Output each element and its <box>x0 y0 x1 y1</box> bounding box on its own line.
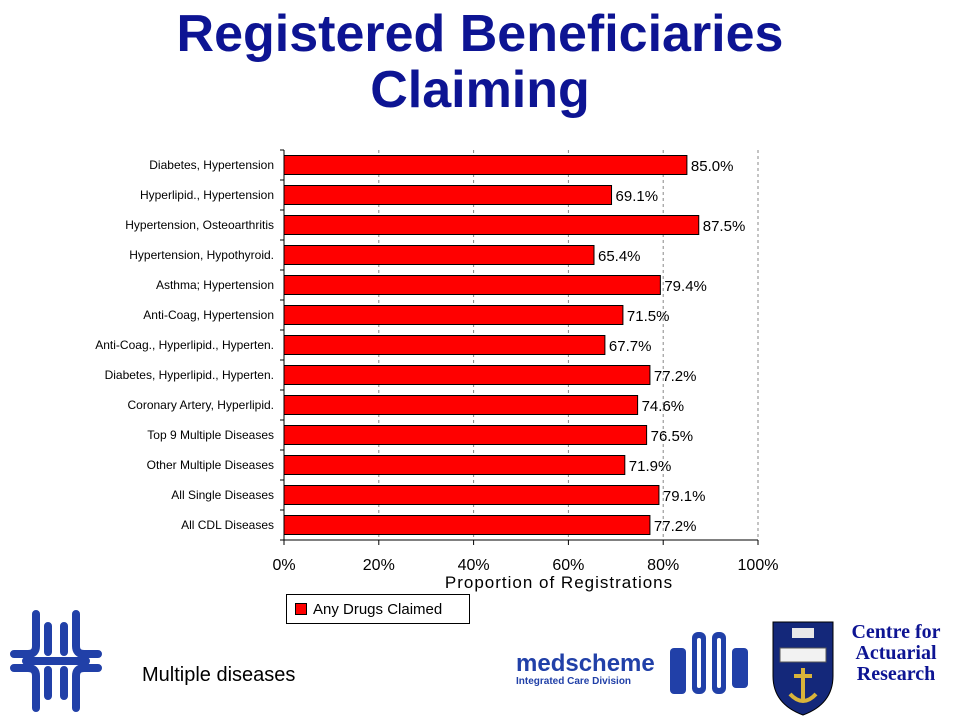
category-label: Hyperlipid., Hypertension <box>140 188 274 202</box>
data-label: 65.4% <box>598 248 641 265</box>
bar <box>283 395 639 415</box>
legend-swatch <box>295 603 307 615</box>
x-tick-label: 60% <box>552 557 584 574</box>
medscheme-logo-icon <box>670 632 748 694</box>
bar <box>283 335 606 355</box>
bar <box>283 485 660 505</box>
bar <box>283 245 595 265</box>
title-line-1: Registered Beneficiaries <box>176 5 784 63</box>
x-tick-label: 20% <box>363 557 395 574</box>
bar <box>283 155 688 175</box>
data-label: 71.9% <box>629 458 672 475</box>
university-crest-icon <box>772 621 834 716</box>
data-label: 77.2% <box>654 518 697 535</box>
category-label: Top 9 Multiple Diseases <box>147 428 274 442</box>
bar <box>283 515 651 535</box>
data-label: 76.5% <box>651 428 694 445</box>
car-wordmark: Centre for Actuarial Research <box>836 622 956 685</box>
bar-chart: Diabetes, Hypertension 85.0% Hyperlipid., … <box>95 149 779 592</box>
data-label: 87.5% <box>703 218 746 235</box>
x-tick-label: 0% <box>272 557 295 574</box>
bar <box>283 185 613 205</box>
car-line-1: Centre for <box>851 621 941 643</box>
title-line-2: Claiming <box>370 61 590 119</box>
x-tick-label: 100% <box>738 557 779 574</box>
category-label: Hypertension, Hypothyroid. <box>129 248 274 262</box>
medscheme-division: Integrated Care Division <box>516 676 632 687</box>
category-label: Diabetes, Hypertension <box>149 158 274 172</box>
data-label: 67.7% <box>609 338 652 355</box>
category-label: All Single Diseases <box>171 488 274 502</box>
category-label: Anti-Coag, Hypertension <box>143 308 274 322</box>
category-label: Diabetes, Hyperlipid., Hyperten. <box>105 368 274 382</box>
data-label: 71.5% <box>627 308 670 325</box>
medscheme-name: medscheme <box>516 650 655 677</box>
bar <box>283 305 624 325</box>
bar <box>283 365 651 385</box>
data-label: 77.2% <box>654 368 697 385</box>
slide-title: Registered Beneficiaries Claiming <box>0 6 960 118</box>
cross-logo-icon <box>10 610 102 712</box>
category-label: Anti-Coag., Hyperlipid., Hyperten. <box>95 338 274 352</box>
data-label: 69.1% <box>616 188 659 205</box>
x-tick-label: 40% <box>458 557 490 574</box>
car-line-2: Actuarial <box>855 642 937 664</box>
bar <box>283 215 700 235</box>
x-tick-label: 80% <box>647 557 679 574</box>
legend-label: Any Drugs Claimed <box>313 600 443 618</box>
category-label: All CDL Diseases <box>181 518 274 532</box>
data-label: 79.4% <box>664 278 707 295</box>
data-label: 79.1% <box>663 488 706 505</box>
data-label: 85.0% <box>691 158 734 175</box>
category-label: Hypertension, Osteoarthritis <box>125 218 274 232</box>
car-line-3: Research <box>856 663 936 685</box>
bar <box>283 455 626 475</box>
bar <box>283 425 648 445</box>
chart-legend: Any Drugs Claimed <box>286 594 470 624</box>
medscheme-wordmark: medscheme Integrated Care Division <box>516 652 655 688</box>
footer-caption: Multiple diseases <box>142 664 296 686</box>
category-label: Other Multiple Diseases <box>147 458 274 472</box>
category-label: Coronary Artery, Hyperlipid. <box>128 398 275 412</box>
category-label: Asthma; Hypertension <box>156 278 274 292</box>
x-axis-title: Proportion of Registrations <box>445 573 673 592</box>
bar <box>283 275 661 295</box>
data-label: 74.6% <box>642 398 685 415</box>
